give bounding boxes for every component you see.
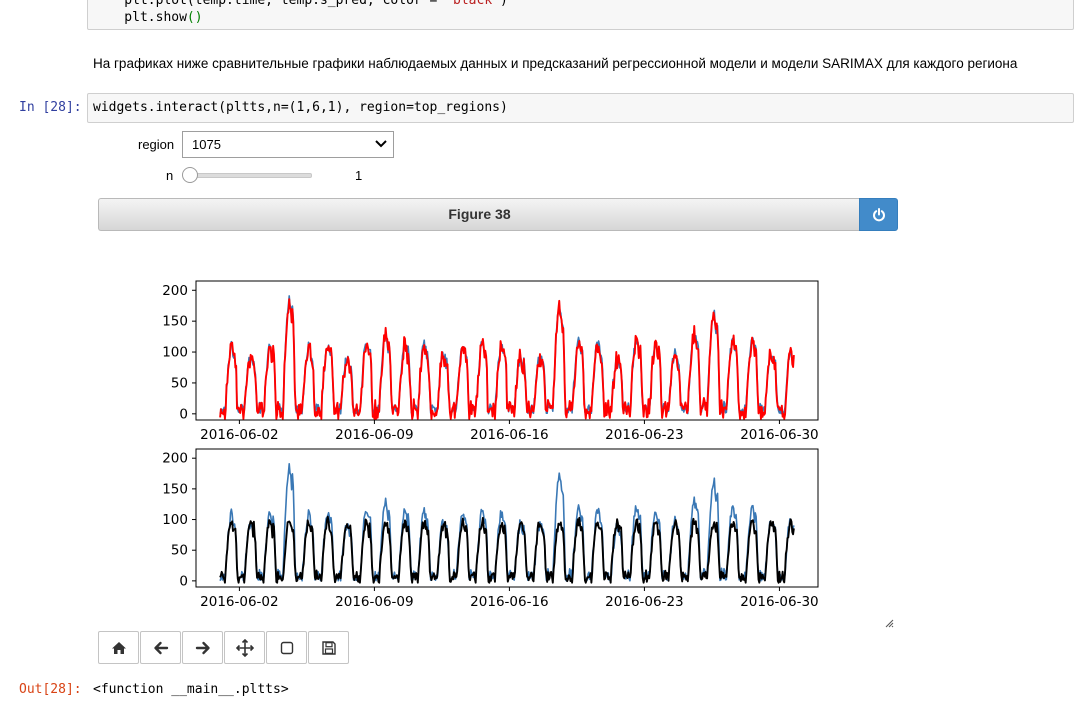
n-slider-handle[interactable] bbox=[182, 167, 198, 183]
region-dropdown[interactable]: 1075 bbox=[182, 131, 394, 158]
save-button[interactable] bbox=[308, 631, 349, 664]
previous-code-cell[interactable]: plt.plot(temp.time, temp.s_pred, color =… bbox=[87, 0, 1074, 30]
arrow-left-icon bbox=[153, 641, 168, 654]
code-line-show: plt.show() bbox=[93, 10, 203, 25]
x-tick-label: 2016-06-23 bbox=[605, 427, 683, 443]
n-slider-track[interactable] bbox=[190, 173, 312, 178]
y-tick-label: 0 bbox=[179, 573, 188, 589]
figure-canvas: 0 50 100 150 200 2016-06-02 2016-06-09 2016-06-… bbox=[162, 280, 819, 610]
region-dropdown-value: 1075 bbox=[192, 137, 221, 152]
x-tick-label: 2016-06-09 bbox=[335, 427, 413, 443]
output-text: <function __main__.pltts> bbox=[93, 682, 289, 697]
code-line-interact: widgets.interact(pltts,n=(1,6,1), region… bbox=[93, 100, 508, 115]
markdown-text: На графиках ниже сравнительные графики н… bbox=[93, 56, 1018, 71]
move-icon bbox=[235, 638, 254, 657]
x-tick-label: 2016-06-23 bbox=[605, 594, 683, 610]
output-prompt: Out[28]: bbox=[19, 682, 82, 697]
plot-frame bbox=[195, 280, 819, 421]
pan-button[interactable] bbox=[224, 631, 265, 664]
power-icon bbox=[873, 208, 885, 222]
y-tick-label: 50 bbox=[171, 543, 188, 559]
code-line-plot: plt.plot(temp.time, temp.s_pred, color =… bbox=[93, 0, 508, 8]
close-figure-button[interactable] bbox=[859, 198, 898, 231]
chart-sarimax-vs-observed: 0 50 100 150 200 2016-06-02 2016-06-09 2016-06-… bbox=[162, 448, 819, 610]
y-tick-label: 200 bbox=[162, 451, 188, 467]
y-tick-label: 150 bbox=[162, 314, 188, 330]
figure-title-bar: Figure 38 bbox=[98, 198, 860, 231]
x-tick-label: 2016-06-02 bbox=[200, 427, 278, 443]
x-tick-label: 2016-06-30 bbox=[740, 427, 818, 443]
figure-toolbar bbox=[98, 631, 350, 664]
save-icon bbox=[321, 640, 336, 655]
y-tick-label: 150 bbox=[162, 481, 188, 497]
chart-regression-vs-observed: 0 50 100 150 200 2016-06-02 2016-06-09 2016-06-… bbox=[162, 280, 819, 443]
arrow-right-icon bbox=[195, 641, 210, 654]
x-tick-label: 2016-06-16 bbox=[470, 427, 548, 443]
series-line-prediction bbox=[219, 515, 795, 584]
back-button[interactable] bbox=[140, 631, 181, 664]
x-tick-label: 2016-06-16 bbox=[470, 594, 548, 610]
n-value: 1 bbox=[355, 168, 363, 183]
x-tick-label: 2016-06-09 bbox=[335, 594, 413, 610]
forward-button[interactable] bbox=[182, 631, 223, 664]
y-tick-label: 200 bbox=[162, 283, 188, 299]
series-line-prediction bbox=[219, 298, 795, 420]
code-cell[interactable]: widgets.interact(pltts,n=(1,6,1), region… bbox=[87, 93, 1074, 123]
x-tick-label: 2016-06-02 bbox=[200, 594, 278, 610]
zoom-rect-button[interactable] bbox=[266, 631, 307, 664]
region-label: region bbox=[138, 137, 175, 152]
input-prompt: In [28]: bbox=[19, 100, 82, 115]
home-icon bbox=[111, 641, 126, 654]
home-button[interactable] bbox=[98, 631, 139, 664]
y-tick-label: 100 bbox=[162, 345, 188, 361]
n-label: n bbox=[166, 168, 174, 183]
chevron-down-icon bbox=[375, 140, 387, 148]
x-tick-label: 2016-06-30 bbox=[740, 594, 818, 610]
zoom-rect-icon bbox=[280, 641, 293, 654]
y-tick-label: 100 bbox=[162, 512, 188, 528]
resize-grip-icon[interactable] bbox=[884, 618, 894, 628]
y-tick-label: 50 bbox=[171, 375, 188, 391]
y-tick-label: 0 bbox=[179, 406, 188, 422]
